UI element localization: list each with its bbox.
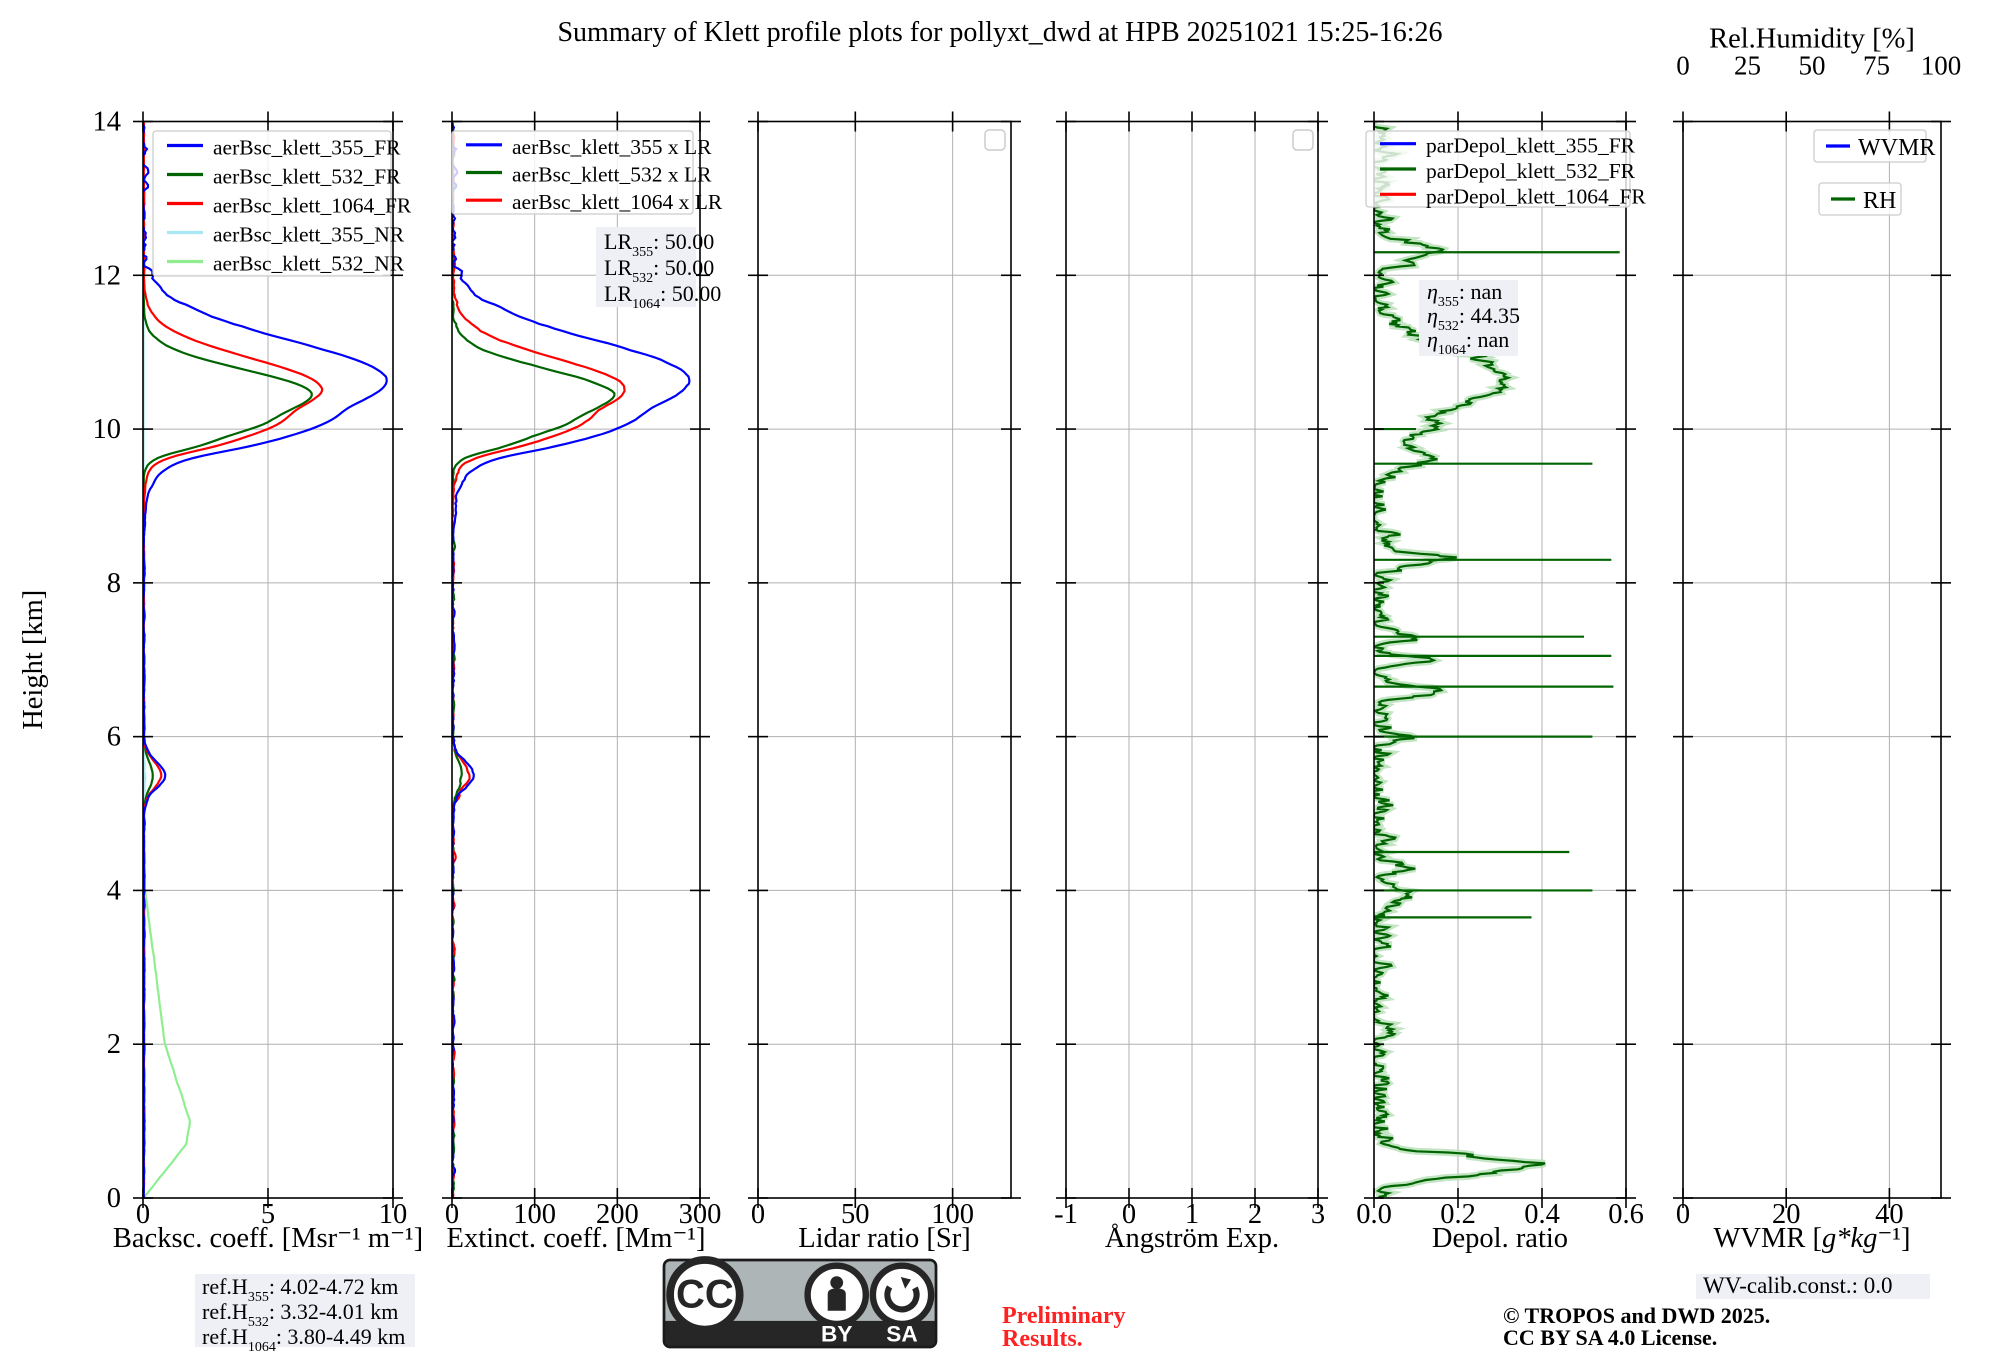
svg-text:BY: BY	[821, 1321, 852, 1346]
svg-text:2: 2	[107, 1029, 121, 1060]
svg-text:Results.: Results.	[1002, 1326, 1083, 1352]
svg-text:SA: SA	[886, 1321, 917, 1346]
svg-text:parDepol_klett_355_FR: parDepol_klett_355_FR	[1426, 134, 1636, 158]
svg-text:aerBsc_klett_355_NR: aerBsc_klett_355_NR	[213, 223, 405, 247]
svg-text:aerBsc_klett_532_FR: aerBsc_klett_532_FR	[213, 165, 401, 189]
svg-text:12: 12	[93, 260, 122, 291]
svg-text:8: 8	[107, 568, 121, 599]
svg-text:Depol. ratio: Depol. ratio	[1432, 1223, 1568, 1254]
svg-text:0: 0	[751, 1199, 765, 1230]
svg-text:aerBsc_klett_355_FR: aerBsc_klett_355_FR	[213, 136, 401, 160]
svg-text:75: 75	[1863, 51, 1890, 81]
svg-text:4: 4	[107, 875, 121, 906]
svg-text:3: 3	[1311, 1199, 1325, 1230]
svg-text:aerBsc_klett_1064_FR: aerBsc_klett_1064_FR	[213, 194, 412, 218]
svg-text:0.0: 0.0	[1356, 1199, 1392, 1230]
svg-text:parDepol_klett_1064_FR: parDepol_klett_1064_FR	[1426, 184, 1646, 208]
svg-text:Summary of Klett profile plots: Summary of Klett profile plots for polly…	[557, 17, 1442, 48]
svg-text:WVMR: WVMR	[1858, 135, 1935, 161]
svg-text:0: 0	[107, 1183, 121, 1214]
svg-text:WV-calib.const.: 0.0: WV-calib.const.: 0.0	[1703, 1273, 1893, 1298]
svg-text:50: 50	[1799, 51, 1826, 81]
svg-text:Height [km]: Height [km]	[18, 590, 49, 730]
svg-text:aerBsc_klett_532 x LR: aerBsc_klett_532 x LR	[512, 163, 712, 187]
svg-text:10: 10	[93, 414, 122, 445]
svg-text:-1: -1	[1054, 1199, 1078, 1230]
svg-text:WVMR [g*kg⁻¹]: WVMR [g*kg⁻¹]	[1714, 1223, 1911, 1254]
svg-text:CC BY SA 4.0 License.: CC BY SA 4.0 License.	[1503, 1325, 1717, 1350]
svg-text:0: 0	[1676, 51, 1690, 81]
svg-text:Lidar ratio [Sr]: Lidar ratio [Sr]	[798, 1223, 971, 1254]
svg-text:CC: CC	[676, 1273, 734, 1317]
svg-text:25: 25	[1734, 51, 1761, 81]
svg-text:aerBsc_klett_355 x LR: aerBsc_klett_355 x LR	[512, 135, 712, 159]
svg-text:14: 14	[93, 107, 122, 138]
svg-text:aerBsc_klett_532_NR: aerBsc_klett_532_NR	[213, 252, 405, 276]
svg-text:RH: RH	[1863, 188, 1896, 214]
svg-text:6: 6	[107, 722, 121, 753]
svg-text:0.6: 0.6	[1608, 1199, 1644, 1230]
svg-text:aerBsc_klett_1064 x LR: aerBsc_klett_1064 x LR	[512, 190, 723, 214]
svg-text:Backsc. coeff. [Msr⁻¹ m⁻¹]: Backsc. coeff. [Msr⁻¹ m⁻¹]	[113, 1223, 423, 1254]
svg-text:100: 100	[1921, 51, 1962, 81]
svg-text:0: 0	[1676, 1199, 1690, 1230]
svg-text:Extinct. coeff. [Mm⁻¹]: Extinct. coeff. [Mm⁻¹]	[447, 1223, 706, 1254]
svg-text:parDepol_klett_532_FR: parDepol_klett_532_FR	[1426, 159, 1636, 183]
svg-text:Ångström Exp.: Ångström Exp.	[1105, 1223, 1279, 1254]
